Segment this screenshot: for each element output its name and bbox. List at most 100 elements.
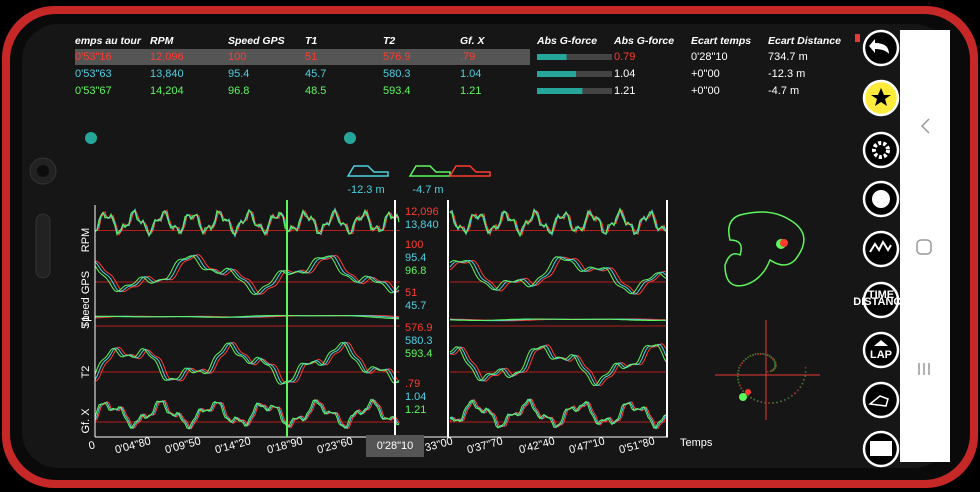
channel-value: 12,096 <box>405 206 439 218</box>
gg-dot <box>737 375 739 378</box>
trace <box>94 208 400 237</box>
gg-dot <box>772 401 774 404</box>
nav-recent[interactable] <box>918 363 930 375</box>
nav-home[interactable] <box>916 239 932 255</box>
marker <box>85 132 97 144</box>
trace <box>94 207 400 238</box>
gg-dot <box>760 401 763 403</box>
distance-text: DISTANCE <box>853 296 908 308</box>
trace <box>449 256 667 295</box>
gg-dot <box>753 398 756 401</box>
cell: 100 <box>228 51 246 63</box>
record-indicator <box>855 34 860 42</box>
kart-distance: -4.7 m <box>412 184 443 196</box>
cell: 576.9 <box>383 51 411 63</box>
channel-value: 96.8 <box>405 265 426 277</box>
trace <box>94 341 400 385</box>
gg-dot <box>771 369 773 371</box>
gg-dot <box>801 382 804 385</box>
cell: 0'53"63 <box>75 68 112 80</box>
gg-dot <box>774 362 776 365</box>
channel-value: 45.7 <box>405 300 426 312</box>
channel-label: T1 <box>80 316 92 329</box>
channel-value: .79 <box>405 378 420 390</box>
gforce-bar <box>537 54 567 60</box>
selected-row <box>75 49 530 65</box>
cell: 14,204 <box>150 85 184 97</box>
cell: 95.4 <box>228 68 249 80</box>
channel-value: 13,840 <box>405 219 439 231</box>
gg-dot <box>754 353 757 356</box>
gg-dot <box>745 358 747 360</box>
trace <box>449 207 667 238</box>
trace <box>449 344 667 387</box>
kart-icon <box>868 395 889 407</box>
gg-dot <box>739 384 741 387</box>
channel-value: 95.4 <box>405 252 426 264</box>
cell: -12.3 m <box>768 68 805 80</box>
gg-dot <box>762 353 764 356</box>
trace <box>449 318 667 321</box>
gg-dot <box>771 358 774 360</box>
gg-position <box>739 393 747 401</box>
lap-arrows <box>874 340 888 346</box>
column-header: RPM <box>150 35 174 47</box>
cell: 51 <box>305 51 317 63</box>
gg-dot <box>802 378 805 381</box>
cell: 12,096 <box>150 51 184 63</box>
nav-back[interactable] <box>920 118 930 134</box>
channel-value: 100 <box>405 239 423 251</box>
cell: 0'53"16 <box>75 51 112 63</box>
gg-dot <box>756 400 759 402</box>
gg-dot <box>757 353 759 356</box>
gg-dot <box>772 359 775 362</box>
cell: 0'28"10 <box>691 51 728 63</box>
gg-dot <box>738 367 741 369</box>
gg-dot <box>770 357 772 359</box>
layout-icon <box>870 441 892 456</box>
channel-label: Speed GPS <box>80 271 92 329</box>
trace <box>449 398 667 429</box>
speaker <box>35 213 51 279</box>
cursor-box <box>366 435 424 457</box>
channel-value: 580.3 <box>405 335 433 347</box>
gg-dot <box>769 370 772 372</box>
gg-dot <box>773 367 775 370</box>
back-icon <box>869 39 889 54</box>
tool-button[interactable] <box>862 131 900 169</box>
channel-label: T2 <box>80 366 92 379</box>
trace <box>95 254 400 295</box>
trace <box>94 208 400 237</box>
camera-lens <box>37 165 49 177</box>
cell: 1.21 <box>460 85 481 97</box>
lap-text: LAP <box>870 349 892 361</box>
gg-dot <box>747 394 749 397</box>
gg-dot <box>738 369 740 372</box>
trace <box>449 398 667 430</box>
gg-dot <box>738 381 740 384</box>
tool-button[interactable] <box>862 381 900 419</box>
screen-area <box>22 24 950 468</box>
cell: 1.04 <box>614 68 635 80</box>
gg-dot <box>737 372 739 375</box>
column-header: T2 <box>383 35 395 47</box>
trace <box>94 254 400 295</box>
kart <box>346 165 389 177</box>
cell: -4.7 m <box>768 85 799 97</box>
gg-dot <box>740 364 742 367</box>
tool-button[interactable] <box>862 331 900 369</box>
tool-button[interactable] <box>862 230 900 268</box>
gg-dot <box>799 386 801 388</box>
x-axis-label: Temps <box>680 437 713 449</box>
trace <box>449 256 667 296</box>
gg-dot <box>804 371 807 373</box>
tool-button[interactable] <box>862 281 900 319</box>
gg-dot <box>784 398 786 401</box>
cell: 0.79 <box>614 51 635 63</box>
channel-label: RPM <box>80 228 92 252</box>
gg-dot <box>737 378 740 381</box>
trace <box>95 314 400 320</box>
track-map <box>724 211 805 287</box>
cell: 1.21 <box>614 85 635 97</box>
